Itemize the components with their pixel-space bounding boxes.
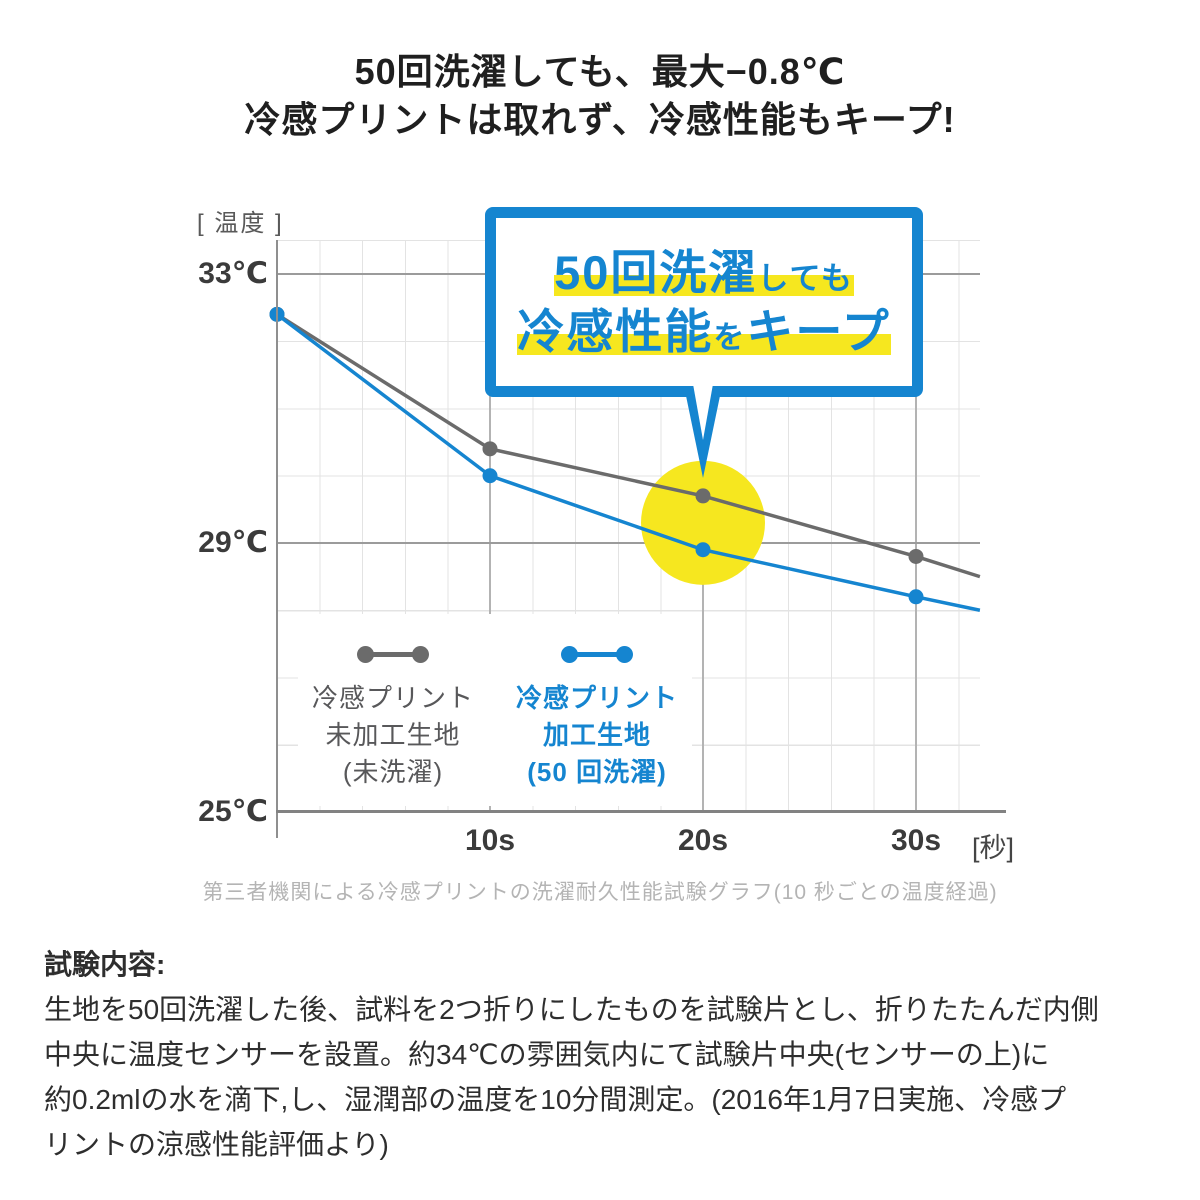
test-description: 試験内容: 生地を50回洗濯した後、試料を2つ折りにしたものを試験片とし、折りた…	[44, 942, 1168, 1167]
x-tick-30s: 30s	[890, 824, 942, 857]
legend-dot-icon	[616, 645, 633, 663]
test-description-line: リントの涼感性能評価より)	[44, 1129, 389, 1160]
highlight-circle	[641, 460, 765, 585]
legend: 冷感プリント 未加工生地 (未洗濯) 冷感プリント 加工生地 (50 回洗濯)	[298, 614, 692, 806]
legend-label-line: (未洗濯)	[342, 757, 444, 787]
callout-bubble: 50回洗濯しても 冷感性能をキープ	[485, 207, 923, 397]
x-axis-unit-label: [秒]	[972, 833, 1015, 863]
chart-caption: 第三者機関による冷感プリントの洗濯耐久性能試験グラフ(10 秒ごとの温度経過)	[202, 881, 998, 904]
callout-text: 50回洗濯	[554, 245, 758, 299]
plot-lines	[269, 306, 981, 612]
data-point	[695, 542, 711, 558]
legend-label-line: 冷感プリント	[515, 683, 678, 713]
legend-series-washed-50: 冷感プリント 加工生地 (50 回洗濯)	[502, 614, 692, 806]
x-axis-line	[276, 810, 1006, 813]
legend-label-line: (50 回洗濯)	[527, 757, 667, 787]
title-line-2: 冷感プリントは取れず、冷感性能もキープ!	[244, 99, 956, 140]
legend-label-line: 未加工生地	[325, 720, 461, 750]
legend-label-line: 冷感プリント	[311, 683, 474, 713]
title-line-1: 50回洗濯しても、最大−0.8℃	[354, 51, 846, 92]
test-description-heading: 試験内容:	[44, 949, 166, 980]
page-title: 50回洗濯しても、最大−0.8℃ 冷感プリントは取れず、冷感性能もキープ!	[0, 48, 1200, 144]
test-description-line: 約0.2mlの水を滴下,し、湿潤部の温度を10分間測定。(2016年1月7日実施…	[44, 1084, 1067, 1115]
data-point	[482, 441, 498, 457]
legend-label-line: 加工生地	[542, 720, 651, 750]
x-tick-10s: 10s	[464, 824, 516, 857]
y-axis-unit-label: [ 温度 ]	[197, 210, 284, 237]
legend-line-icon	[576, 651, 618, 657]
data-point	[482, 468, 498, 484]
legend-dot-icon	[357, 645, 374, 663]
data-point	[695, 488, 711, 504]
callout-line-1: 50回洗濯しても	[554, 244, 854, 300]
x-tick-20s: 20s	[677, 824, 729, 857]
y-tick-33: 33℃	[198, 257, 268, 290]
callout-text: しても	[757, 260, 854, 296]
y-tick-25: 25℃	[198, 795, 268, 828]
gridline-10s	[489, 240, 491, 812]
legend-marker-blue-icon	[502, 640, 692, 668]
callout-text: を	[713, 320, 747, 355]
callout-line-2: 冷感性能をキープ	[517, 304, 891, 360]
callout-tail-inner-icon	[693, 384, 713, 440]
gridline-29c	[277, 542, 980, 544]
data-point	[908, 548, 924, 564]
data-point	[908, 589, 924, 605]
test-description-line: 中央に温度センサーを設置。約34℃の雰囲気内にて試験片中央(センサーの上)に	[44, 1039, 1050, 1070]
test-description-line: 生地を50回洗濯した後、試料を2つ折りにしたものを試験片とし、折りたたんだ内側	[44, 994, 1099, 1025]
legend-dot-icon	[412, 645, 429, 663]
legend-marker-gray-icon	[298, 640, 488, 668]
gridline-30s	[915, 240, 917, 812]
callout-text: 冷感性能	[517, 305, 714, 358]
legend-dot-icon	[561, 645, 578, 663]
y-axis-line	[276, 240, 278, 838]
legend-series-unwashed: 冷感プリント 未加工生地 (未洗濯)	[298, 614, 488, 806]
legend-line-icon	[372, 651, 414, 657]
callout-text: キープ	[746, 305, 891, 358]
y-tick-29: 29℃	[198, 526, 268, 559]
